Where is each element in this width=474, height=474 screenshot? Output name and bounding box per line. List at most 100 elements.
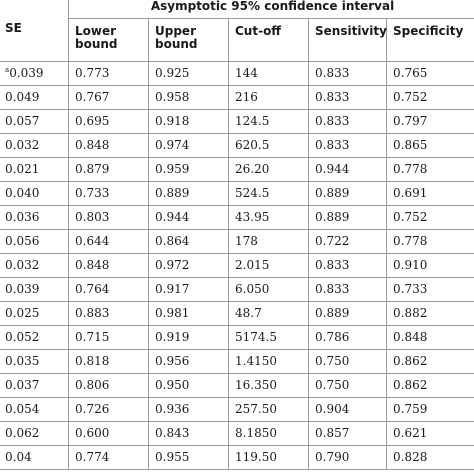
table-cell-upper: 0.956 [148,349,229,374]
table-row: 0.035 0.818 0.956 1.4150 0.750 0.862 [0,349,474,374]
cell-value: 0.862 [393,378,428,392]
cell-value: 0.021 [5,162,40,176]
table-cell-lower: 0.733 [68,181,149,206]
cell-value: 0.833 [315,282,350,296]
table-cell-specificity: 0.752 [385,85,474,110]
cell-value: 0.803 [75,210,110,224]
table-cell-upper: 0.958 [148,85,229,110]
cell-value: 0.972 [155,258,190,272]
table-cell-cutoff: 43.95 [228,205,309,230]
cell-value: 0.956 [155,354,190,368]
cell-value: 0.600 [75,426,110,440]
cell-value: 0.936 [155,402,190,416]
cell-value: 0.695 [75,114,110,128]
cell-value: 0.032 [5,258,40,272]
table-cell-specificity: 0.865 [385,133,474,158]
table-cell-upper: 0.981 [148,301,229,326]
table-cell-sensitivity: 0.833 [308,277,387,302]
cell-value: 0.773 [75,66,110,80]
cell-value: 0.722 [315,234,350,248]
table-cell-lower: 0.726 [68,397,149,422]
cell-value: 0.917 [155,282,190,296]
cell-value: 178 [235,234,258,248]
cell-value: 0.054 [5,402,40,416]
table-row: 0.049 0.767 0.958 216 0.833 0.752 [0,85,474,110]
cell-value: 0.889 [315,210,350,224]
table-row: 0.056 0.644 0.864 178 0.722 0.778 [0,229,474,254]
table-cell-lower: 0.715 [68,325,149,350]
cell-value: 0.062 [5,426,40,440]
table-row: 0.032 0.848 0.972 2.015 0.833 0.910 [0,253,474,278]
table-row: 0.039 0.764 0.917 6.050 0.833 0.733 [0,277,474,302]
cell-value: 0.925 [155,66,190,80]
cell-value: 620.5 [235,138,270,152]
table-cell-se: 0.032 [0,133,69,158]
column-header-specificity: Specificity [385,18,474,62]
cell-value: 0.833 [315,258,350,272]
cell-value: 0.726 [75,402,110,416]
cell-value: 0.767 [75,90,110,104]
cell-value: 0.833 [315,90,350,104]
cell-value: 0.944 [315,162,350,176]
cell-value: 6.050 [235,282,270,296]
cell-value: 0.759 [393,402,428,416]
table-cell-upper: 0.936 [148,397,229,422]
table-cell-specificity: 0.621 [385,421,474,446]
table-cell-upper: 0.972 [148,253,229,278]
cell-value: 1.4150 [235,354,277,368]
table-cell-cutoff: 2.015 [228,253,309,278]
column-header-cut-off: Cut-off [228,18,309,62]
table-cell-lower: 0.767 [68,85,149,110]
table-cell-lower: 0.806 [68,373,149,398]
table-cell-lower: 0.818 [68,349,149,374]
table-row: 0.021 0.879 0.959 26.20 0.944 0.778 [0,157,474,182]
table-cell-lower: 0.764 [68,277,149,302]
column-header-sensitivity: Sensitivity [308,18,387,62]
table-cell-sensitivity: 0.944 [308,157,387,182]
cell-value: 0.944 [155,210,190,224]
table-cell-cutoff: 119.50 [228,445,309,470]
table-cell-sensitivity: 0.889 [308,181,387,206]
cell-value: 0.904 [315,402,350,416]
footnote-marker: a [5,66,10,74]
cell-value: 0.691 [393,186,428,200]
table-cell-specificity: 0.733 [385,277,474,302]
table-cell-lower: 0.644 [68,229,149,254]
cell-value: 0.865 [393,138,428,152]
table-cell-se: 0.049 [0,85,69,110]
table-cell-upper: 0.974 [148,133,229,158]
table-cell-se: 0.056 [0,229,69,254]
table-cell-upper: 0.864 [148,229,229,254]
table-cell-upper: 0.955 [148,445,229,470]
cell-value: 0.733 [393,282,428,296]
table-cell-lower: 0.600 [68,421,149,446]
table-cell-sensitivity: 0.833 [308,253,387,278]
table-cell-cutoff: 178 [228,229,309,254]
cell-value: 0.974 [155,138,190,152]
table-row: 0.052 0.715 0.919 5174.5 0.786 0.848 [0,325,474,350]
table-cell-se: 0.04 [0,445,69,470]
table-row: 0.057 0.695 0.918 124.5 0.833 0.797 [0,109,474,134]
column-header-lower-bound: Lower bound [68,18,149,62]
cell-value: 257.50 [235,402,277,416]
cell-value: 0.052 [5,330,40,344]
cell-value: 0.864 [155,234,190,248]
cell-value: 0.057 [5,114,40,128]
cell-value: 0.750 [315,378,350,392]
table-cell-sensitivity: 0.889 [308,301,387,326]
table-cell-cutoff: 216 [228,85,309,110]
table-cell-sensitivity: 0.722 [308,229,387,254]
table-cell-cutoff: 124.5 [228,109,309,134]
table-cell-se: 0.040 [0,181,69,206]
cell-value: 124.5 [235,114,270,128]
cell-value: 2.015 [235,258,270,272]
table-cell-specificity: 0.752 [385,205,474,230]
table-cell-cutoff: 5174.5 [228,325,309,350]
cell-value: 0.025 [5,306,40,320]
table-cell-upper: 0.843 [148,421,229,446]
cell-value: 0.848 [75,138,110,152]
column-header-upper-bound: Upper bound [148,18,229,62]
table-cell-sensitivity: 0.750 [308,349,387,374]
cell-value: 119.50 [235,450,277,464]
cell-value: 0.828 [393,450,428,464]
